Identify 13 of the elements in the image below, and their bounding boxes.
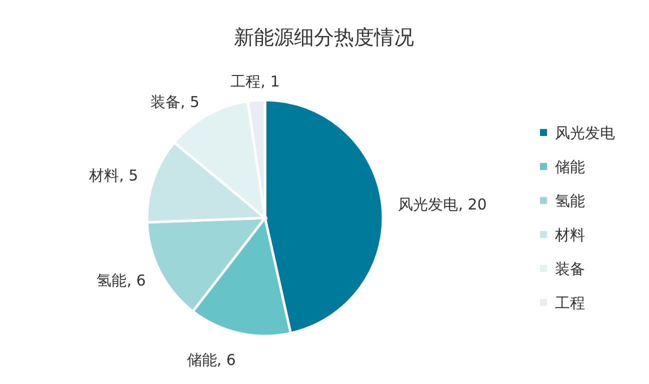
slice-label: 储能 [186, 350, 217, 369]
slice-label: 工程 [230, 72, 261, 90]
legend-label: 储能 [555, 158, 585, 176]
slice-label: 装备 [150, 93, 180, 112]
slice-label: 材料 [88, 166, 120, 185]
legend-label: 装备 [555, 260, 585, 278]
chart-title: 新能源细分热度情况 [234, 25, 414, 49]
legend-label: 氢能 [555, 192, 585, 210]
legend-label: 风光发电 [555, 124, 615, 142]
legend-label: 工程 [555, 294, 585, 312]
slice-label: 氢能 [96, 271, 127, 290]
slice-label: 风光发电 [398, 195, 458, 214]
legend-label: 材料 [554, 226, 585, 244]
